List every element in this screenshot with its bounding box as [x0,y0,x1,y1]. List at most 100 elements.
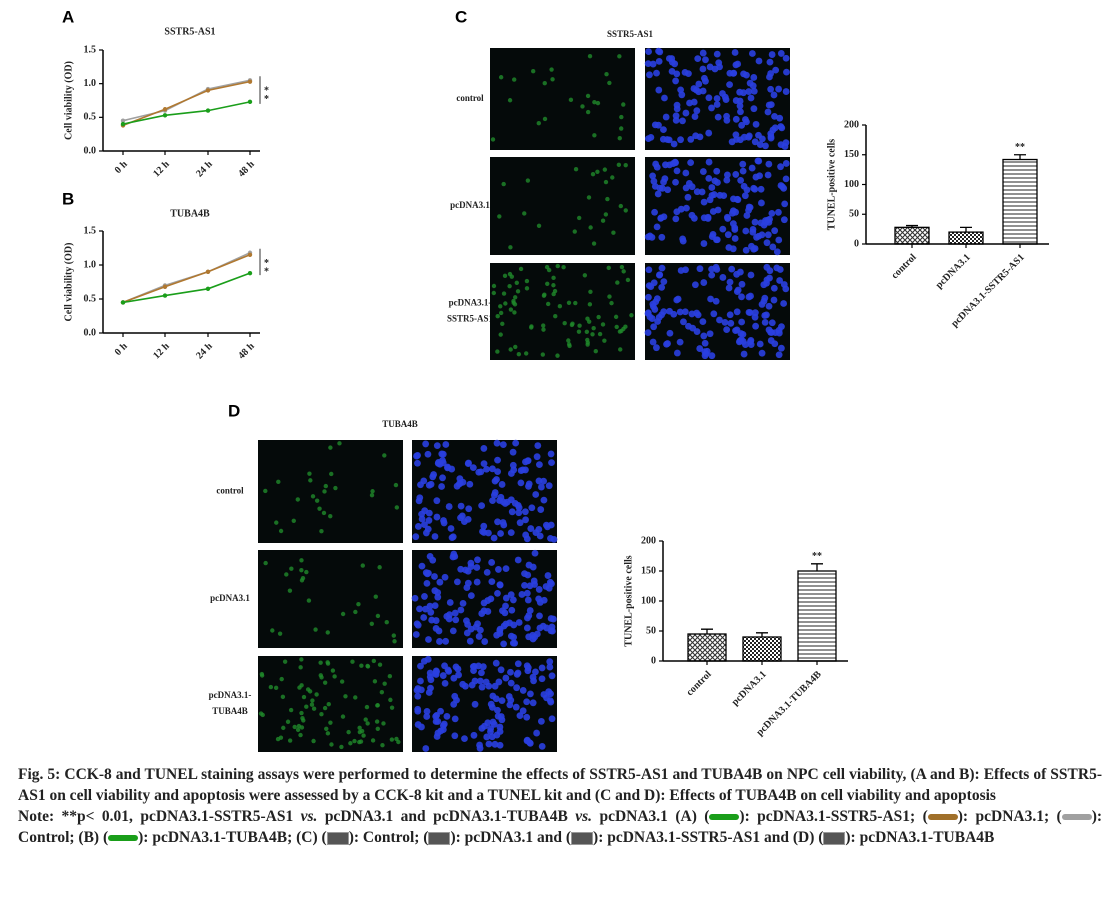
y-tick-label: 0.5 [84,293,97,304]
cell-dot [313,627,318,632]
micrograph-bg [258,440,403,543]
cell-dot [651,182,659,190]
cell-dot [507,668,514,676]
cell-dot [588,289,593,295]
cell-dot [500,321,505,327]
cell-dot [489,497,496,505]
cell-dot [418,562,426,570]
cell-dot [706,63,714,71]
cell-dot [769,126,777,134]
cell-dot [777,344,785,352]
y-tick-label: 200 [641,535,656,546]
cell-dot [491,290,497,296]
cell-dot [708,233,716,240]
cell-dot [507,283,512,289]
cell-dot [538,675,546,683]
cell-dot [494,566,502,573]
cell-dot [484,608,492,615]
cell-dot [654,318,661,325]
cell-dot [739,167,747,175]
point [247,252,253,257]
cell-dot [726,311,734,319]
cell-dot [700,198,708,206]
cell-dot [380,743,385,748]
cell-dot [469,464,477,472]
cell-dot [616,162,622,168]
note-text: ): pcDNA3.1-SSTR5-AS1; ( [739,808,928,825]
cell-dot [600,218,606,223]
cell-dot [514,660,522,668]
cell-dot [434,593,442,601]
cell-dot [511,639,519,647]
cell-dot [480,445,488,452]
bar [894,226,930,245]
cell-dot [463,584,471,591]
cell-dot [536,461,543,469]
cell-dot [508,245,513,250]
micrograph [644,263,790,360]
cell-dot [498,481,506,488]
cell-dot [513,670,521,678]
cell-dot [441,573,449,581]
cell-dot [492,659,500,667]
cell-dot [595,169,600,174]
cell-dot [658,311,666,319]
cell-dot [721,318,729,326]
cell-dot [691,281,699,289]
cell-dot [490,137,496,142]
cell-dot [523,737,531,745]
cell-dot [488,578,496,586]
cell-dot [698,188,706,196]
cell-dot [521,570,528,578]
cell-dot [445,503,453,510]
cell-dot [649,338,657,346]
cell-dot [517,479,525,487]
cell-dot [681,308,689,316]
cell-dot [777,141,785,149]
cell-dot [606,265,611,271]
cell-dot [747,292,754,300]
cell-dot [364,704,370,710]
cell-dot [782,160,790,167]
cell-dot [700,279,708,286]
cell-dot [522,531,530,539]
cell-dot [724,231,732,239]
cell-dot [773,248,781,256]
cell-dot [442,441,450,448]
cell-dot [576,329,582,334]
cell-dot [760,221,768,229]
cell-dot [672,77,680,85]
cell-dot [459,599,467,607]
cell-dot [522,516,529,524]
cell-dot [668,67,676,75]
cell-dot [476,741,483,749]
cell-dot [506,619,513,627]
cell-dot [732,327,739,335]
cell-dot [346,729,351,735]
cell-dot [716,316,723,324]
cell-dot [498,697,506,704]
cell-dot [618,347,623,352]
cell-dot [453,578,461,586]
cell-dot [501,291,507,296]
cell-dot [764,108,772,116]
bar [687,633,727,662]
cell-dot [493,731,501,739]
cell-dot [723,213,731,221]
y-axis-label: TUNEL-positive cells [623,555,634,646]
cell-dot [758,135,766,143]
cell-dot [512,77,517,82]
cell-dot [304,704,309,709]
cell-dot [420,657,428,665]
cell-dot [770,296,778,304]
y-tick-label: 50 [646,625,656,636]
cell-dot [394,505,400,510]
cell-dot [768,209,776,217]
cell-dot [523,713,531,721]
cell-dot [450,674,458,682]
cell-dot [276,479,281,485]
cell-dot [653,223,661,231]
cell-dot [607,294,612,299]
cell-dot [688,310,696,318]
